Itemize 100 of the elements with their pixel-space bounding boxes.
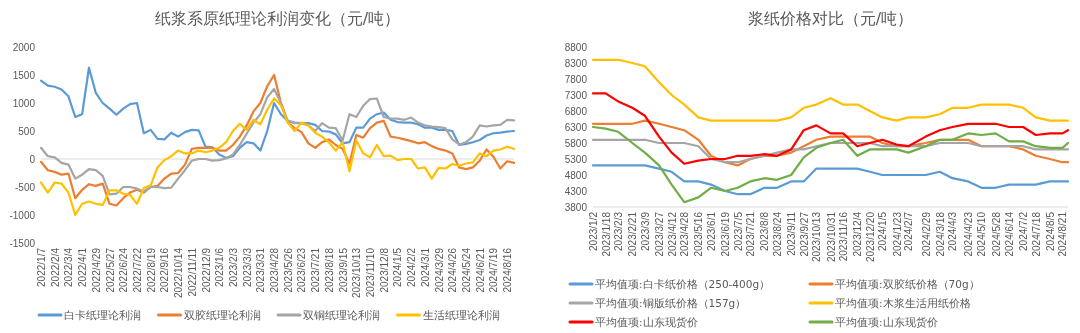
- line-series: [591, 164, 1070, 196]
- legend-label: 生活纸理论利润: [422, 308, 500, 321]
- x-tick-label: 2023/2/3: [227, 247, 239, 287]
- x-tick-label: 2024/8/16: [502, 247, 514, 293]
- x-tick-label: 2023/1/18: [600, 211, 612, 257]
- x-tick-label: 2023/7/21: [310, 247, 322, 293]
- y-tick-label: -500: [14, 181, 36, 193]
- x-tick-label: 2022/11/11: [186, 247, 198, 297]
- x-tick-label: 2024/1/5: [392, 247, 404, 287]
- x-tick-label: 2023/7/21: [745, 211, 757, 257]
- x-tick-label: 2023/10/13: [811, 211, 823, 263]
- x-tick-label: 2023/9/27: [798, 211, 810, 257]
- y-tick-label: 1500: [12, 69, 36, 81]
- y-tick-label: -1000: [9, 209, 36, 221]
- x-tick-label: 2024/7/19: [488, 247, 500, 293]
- x-tick-label: 2024/2/7: [903, 211, 915, 251]
- x-tick-label: 2024/4/23: [963, 211, 975, 257]
- x-tick-label: 2024/6/21: [474, 247, 486, 293]
- line-series: [39, 73, 516, 207]
- x-tick-label: 2023/5/26: [282, 247, 294, 293]
- line-series: [39, 97, 516, 217]
- legend-label: 平均值项:铜版纸价格（157g）: [595, 296, 747, 309]
- y-tick-label: -1500: [9, 237, 36, 249]
- x-tick-label: 2023/9/11: [786, 211, 798, 256]
- x-tick-label: 2022/1/7: [36, 247, 47, 287]
- y-tick-label: 0: [29, 153, 36, 165]
- x-tick-label: 2023/2/21: [627, 211, 639, 257]
- x-tick-label: 2023/12/8: [378, 247, 390, 293]
- x-tick-label: 2023/6/23: [296, 247, 308, 293]
- line-series: [591, 138, 1070, 164]
- x-tick-label: 2024/3/29: [433, 247, 445, 293]
- x-tick-label: 2024/4/26: [447, 247, 459, 293]
- x-tick-label: 2024/3/18: [934, 211, 946, 257]
- x-tick-label: 2023/3/9: [639, 211, 651, 251]
- x-tick-label: 2024/5/28: [990, 211, 1002, 257]
- x-tick-label: 2023/3/31: [255, 247, 267, 293]
- legend-label: 平均值项:山东现货价: [595, 315, 698, 328]
- x-tick-label: 2023/6/19: [720, 211, 732, 257]
- x-tick-label: 2023/12/4: [852, 211, 864, 257]
- y-tick-label: 5800: [564, 137, 588, 149]
- line-series: [591, 58, 1070, 122]
- y-tick-label: 2000: [12, 41, 36, 53]
- legend-label: 双胶纸理论利润: [183, 308, 261, 321]
- chart-title: 浆纸价格对比（元/吨）: [747, 9, 914, 28]
- y-tick-label: 4800: [564, 169, 588, 181]
- x-tick-label: 2023/9/15: [337, 247, 349, 293]
- x-tick-label: 2023/4/12: [666, 211, 678, 257]
- y-tick-label: 8800: [564, 41, 588, 53]
- x-tick-label: 2024/6/14: [1004, 211, 1016, 257]
- x-tick-label: 2022/6/24: [118, 247, 130, 293]
- line-series: [39, 87, 516, 196]
- x-tick-label: 2024/2/2: [406, 247, 418, 287]
- x-tick-label: 2022/12/9: [200, 247, 212, 293]
- x-tick-label: 2024/1/23: [891, 211, 903, 257]
- y-tick-label: 4300: [564, 185, 588, 197]
- line-series: [591, 125, 1070, 204]
- x-tick-label: 2023/12/20: [864, 211, 876, 263]
- x-tick-label: 2022/5/27: [104, 247, 116, 293]
- y-tick-label: 6300: [564, 121, 588, 133]
- x-tick-label: 2022/4/1: [77, 247, 89, 287]
- x-tick-label: 2022/10/14: [173, 247, 185, 299]
- x-tick-label: 2023/7/5: [732, 211, 744, 251]
- x-tick-label: 2023/10/31: [825, 211, 837, 263]
- x-tick-label: 2023/4/28: [679, 211, 691, 257]
- x-tick-label: 2023/5/16: [693, 211, 705, 257]
- legend-label: 平均值项:山东现货价: [835, 315, 938, 328]
- y-tick-label: 5300: [564, 153, 588, 165]
- legend-label: 平均值项:双胶纸价格（70g）: [835, 277, 980, 290]
- x-tick-label: 2023/10/13: [351, 247, 363, 299]
- x-tick-label: 2023/2/3: [613, 211, 625, 251]
- x-tick-label: 2024/7/2: [1018, 211, 1030, 251]
- x-tick-label: 2023/11/16: [838, 211, 850, 262]
- x-tick-label: 2022/4/29: [90, 247, 102, 293]
- x-tick-label: 2023/8/18: [323, 247, 335, 293]
- y-tick-label: 3800: [564, 201, 588, 213]
- x-tick-label: 2024/2/29: [920, 211, 932, 257]
- x-tick-label: 2024/8/21: [1057, 211, 1069, 257]
- x-tick-label: 2023/3/27: [654, 211, 666, 257]
- y-tick-label: 500: [18, 125, 36, 137]
- x-tick-label: 2023/3/3: [241, 247, 253, 287]
- y-tick-label: 1000: [12, 97, 36, 109]
- y-tick-label: 7300: [564, 89, 588, 101]
- x-tick-label: 2022/9/16: [159, 247, 171, 293]
- x-tick-label: 2023/1/6: [214, 247, 226, 287]
- legend-label: 平均值项:白卡纸价格（250-400g）: [595, 277, 771, 290]
- x-tick-label: 2024/3/1: [419, 247, 431, 287]
- x-tick-label: 2024/1/5: [877, 211, 889, 251]
- line-series: [591, 92, 1070, 165]
- y-tick-label: 8300: [564, 57, 588, 69]
- x-tick-label: 2024/7/18: [1030, 211, 1042, 257]
- x-tick-label: 2022/8/19: [145, 247, 157, 293]
- x-tick-label: 2023/11/10: [365, 247, 377, 298]
- y-tick-label: 6800: [564, 105, 588, 117]
- x-tick-label: 2024/4/3: [947, 211, 959, 251]
- line-series: [39, 66, 516, 159]
- x-tick-label: 2022/7/22: [131, 247, 143, 293]
- x-tick-label: 2023/4/28: [269, 247, 281, 293]
- x-tick-label: 2023/1/2: [588, 211, 599, 251]
- x-tick-label: 2022/2/4: [49, 247, 61, 287]
- x-tick-label: 2022/3/4: [63, 247, 75, 287]
